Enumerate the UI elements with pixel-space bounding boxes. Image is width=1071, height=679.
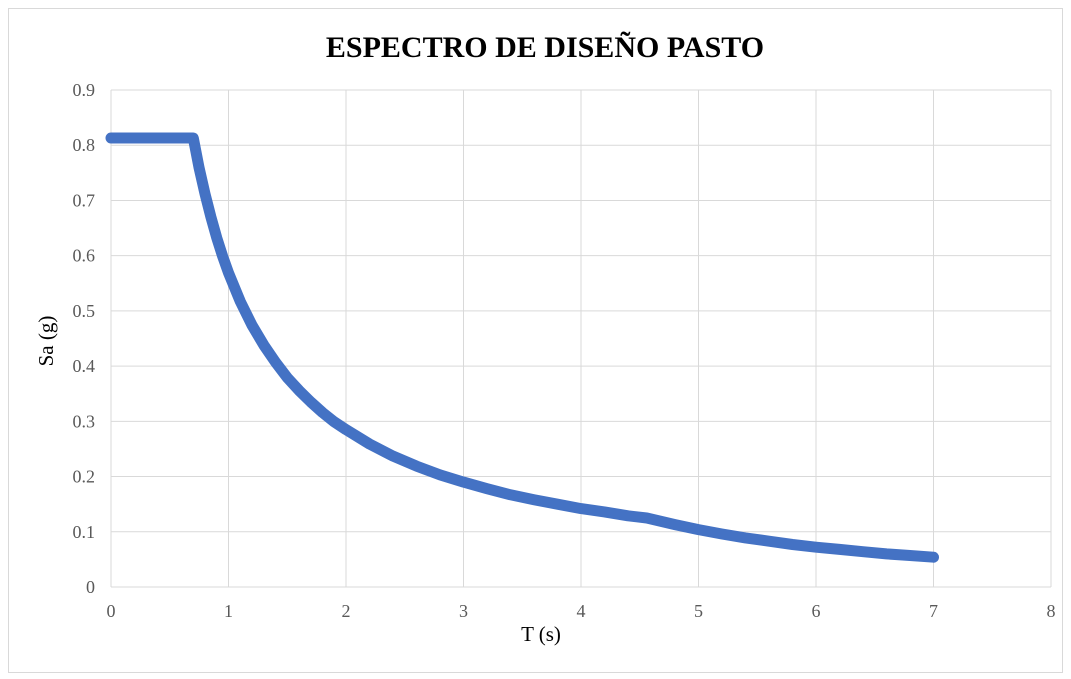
x-tick-label: 1	[224, 601, 233, 621]
x-tick-label: 3	[459, 601, 468, 621]
y-tick-label: 0.8	[73, 135, 96, 155]
x-tick-label: 8	[1047, 601, 1056, 621]
grid-layer	[110, 89, 1052, 588]
chart-title: ESPECTRO DE DISEÑO PASTO	[326, 31, 764, 64]
x-tick-label: 7	[929, 601, 938, 621]
x-tick-label: 0	[107, 601, 116, 621]
chart-frame: 0 1 2 3 4 5 6 7 8 0 0.1 0.2 0.3 0.4 0.5 0.6 0.7 0.8 0.9 ES…	[8, 8, 1063, 673]
y-tick-label: 0.2	[73, 467, 96, 487]
y-tick-label: 0.3	[73, 411, 96, 431]
x-tick-label: 6	[812, 601, 821, 621]
y-tick-label: 0.6	[73, 246, 96, 266]
chart-svg: 0 1 2 3 4 5 6 7 8 0 0.1 0.2 0.3 0.4 0.5 0.6 0.7 0.8 0.9 ES…	[34, 31, 1056, 646]
series-layer	[105, 132, 939, 563]
y-tick-label: 0	[86, 577, 95, 597]
x-axis-title: T (s)	[521, 622, 561, 646]
y-tick-label: 0.5	[73, 301, 96, 321]
x-tick-label: 4	[577, 601, 586, 621]
y-axis-title: Sa (g)	[34, 316, 58, 367]
y-tick-label: 0.7	[73, 190, 96, 210]
x-tick-label: 2	[342, 601, 351, 621]
y-tick-label: 0.4	[73, 356, 96, 376]
x-tick-label: 5	[694, 601, 703, 621]
y-tick-label: 0.9	[73, 80, 96, 100]
tick-layer: 0 1 2 3 4 5 6 7 8 0 0.1 0.2 0.3 0.4 0.5 0.6 0.7 0.8 0.9	[73, 80, 1056, 621]
series-line	[105, 132, 939, 563]
y-tick-label: 0.1	[73, 522, 96, 542]
